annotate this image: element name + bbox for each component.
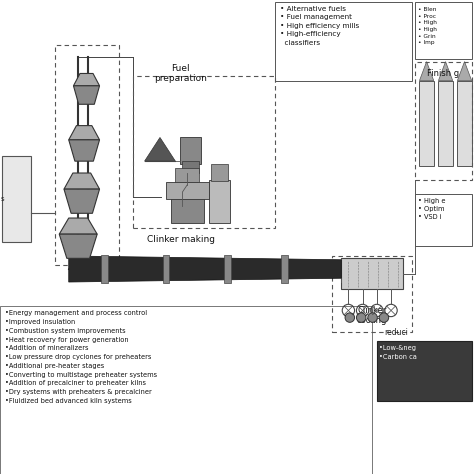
Polygon shape (0, 306, 372, 474)
Polygon shape (415, 2, 472, 59)
Polygon shape (73, 86, 100, 104)
Polygon shape (415, 194, 472, 246)
Text: Clinker
cooling: Clinker cooling (357, 306, 387, 325)
Polygon shape (438, 62, 453, 81)
Polygon shape (182, 161, 199, 173)
Text: Clinker making: Clinker making (147, 235, 215, 244)
Text: • Alternative fuels
• Fuel management
• High efficiency mills
• High-efficiency
: • Alternative fuels • Fuel management • … (280, 6, 359, 46)
Polygon shape (59, 218, 97, 234)
Polygon shape (64, 173, 100, 189)
Polygon shape (377, 341, 472, 401)
Circle shape (345, 313, 355, 322)
Polygon shape (275, 2, 412, 81)
Polygon shape (73, 73, 100, 86)
Polygon shape (64, 189, 100, 213)
Text: •Low-&neg
•Carbon ca: •Low-&neg •Carbon ca (379, 345, 417, 360)
Polygon shape (211, 164, 228, 181)
Polygon shape (185, 171, 197, 182)
Polygon shape (175, 168, 199, 182)
Polygon shape (171, 192, 204, 223)
Text: • High e
• Optim
• VSD i: • High e • Optim • VSD i (418, 198, 446, 220)
Polygon shape (457, 62, 472, 81)
Polygon shape (419, 81, 434, 166)
Polygon shape (180, 137, 201, 164)
Polygon shape (69, 126, 100, 140)
Polygon shape (101, 255, 108, 283)
Circle shape (379, 313, 389, 322)
Text: Fuel
preparation: Fuel preparation (154, 64, 207, 83)
Polygon shape (69, 140, 100, 161)
Polygon shape (224, 255, 231, 283)
Polygon shape (457, 81, 472, 166)
Circle shape (368, 313, 377, 322)
Polygon shape (281, 255, 288, 283)
Text: Finish g: Finish g (427, 69, 459, 78)
Text: s: s (1, 196, 5, 202)
Polygon shape (69, 256, 341, 282)
Text: •Energy management and process control
•Improved insulation
•Combustion system i: •Energy management and process control •… (5, 310, 157, 404)
Polygon shape (419, 62, 434, 81)
Polygon shape (145, 137, 175, 161)
Polygon shape (209, 180, 230, 223)
Polygon shape (166, 182, 209, 199)
Polygon shape (341, 258, 403, 289)
Text: • Blen
• Proc
• High
• High
• Grin
• Imp: • Blen • Proc • High • High • Grin • Imp (418, 7, 437, 45)
Polygon shape (2, 156, 31, 242)
Circle shape (356, 313, 366, 322)
Text: reduci: reduci (384, 328, 408, 337)
Polygon shape (438, 81, 453, 166)
Polygon shape (163, 255, 169, 283)
Polygon shape (59, 234, 97, 258)
